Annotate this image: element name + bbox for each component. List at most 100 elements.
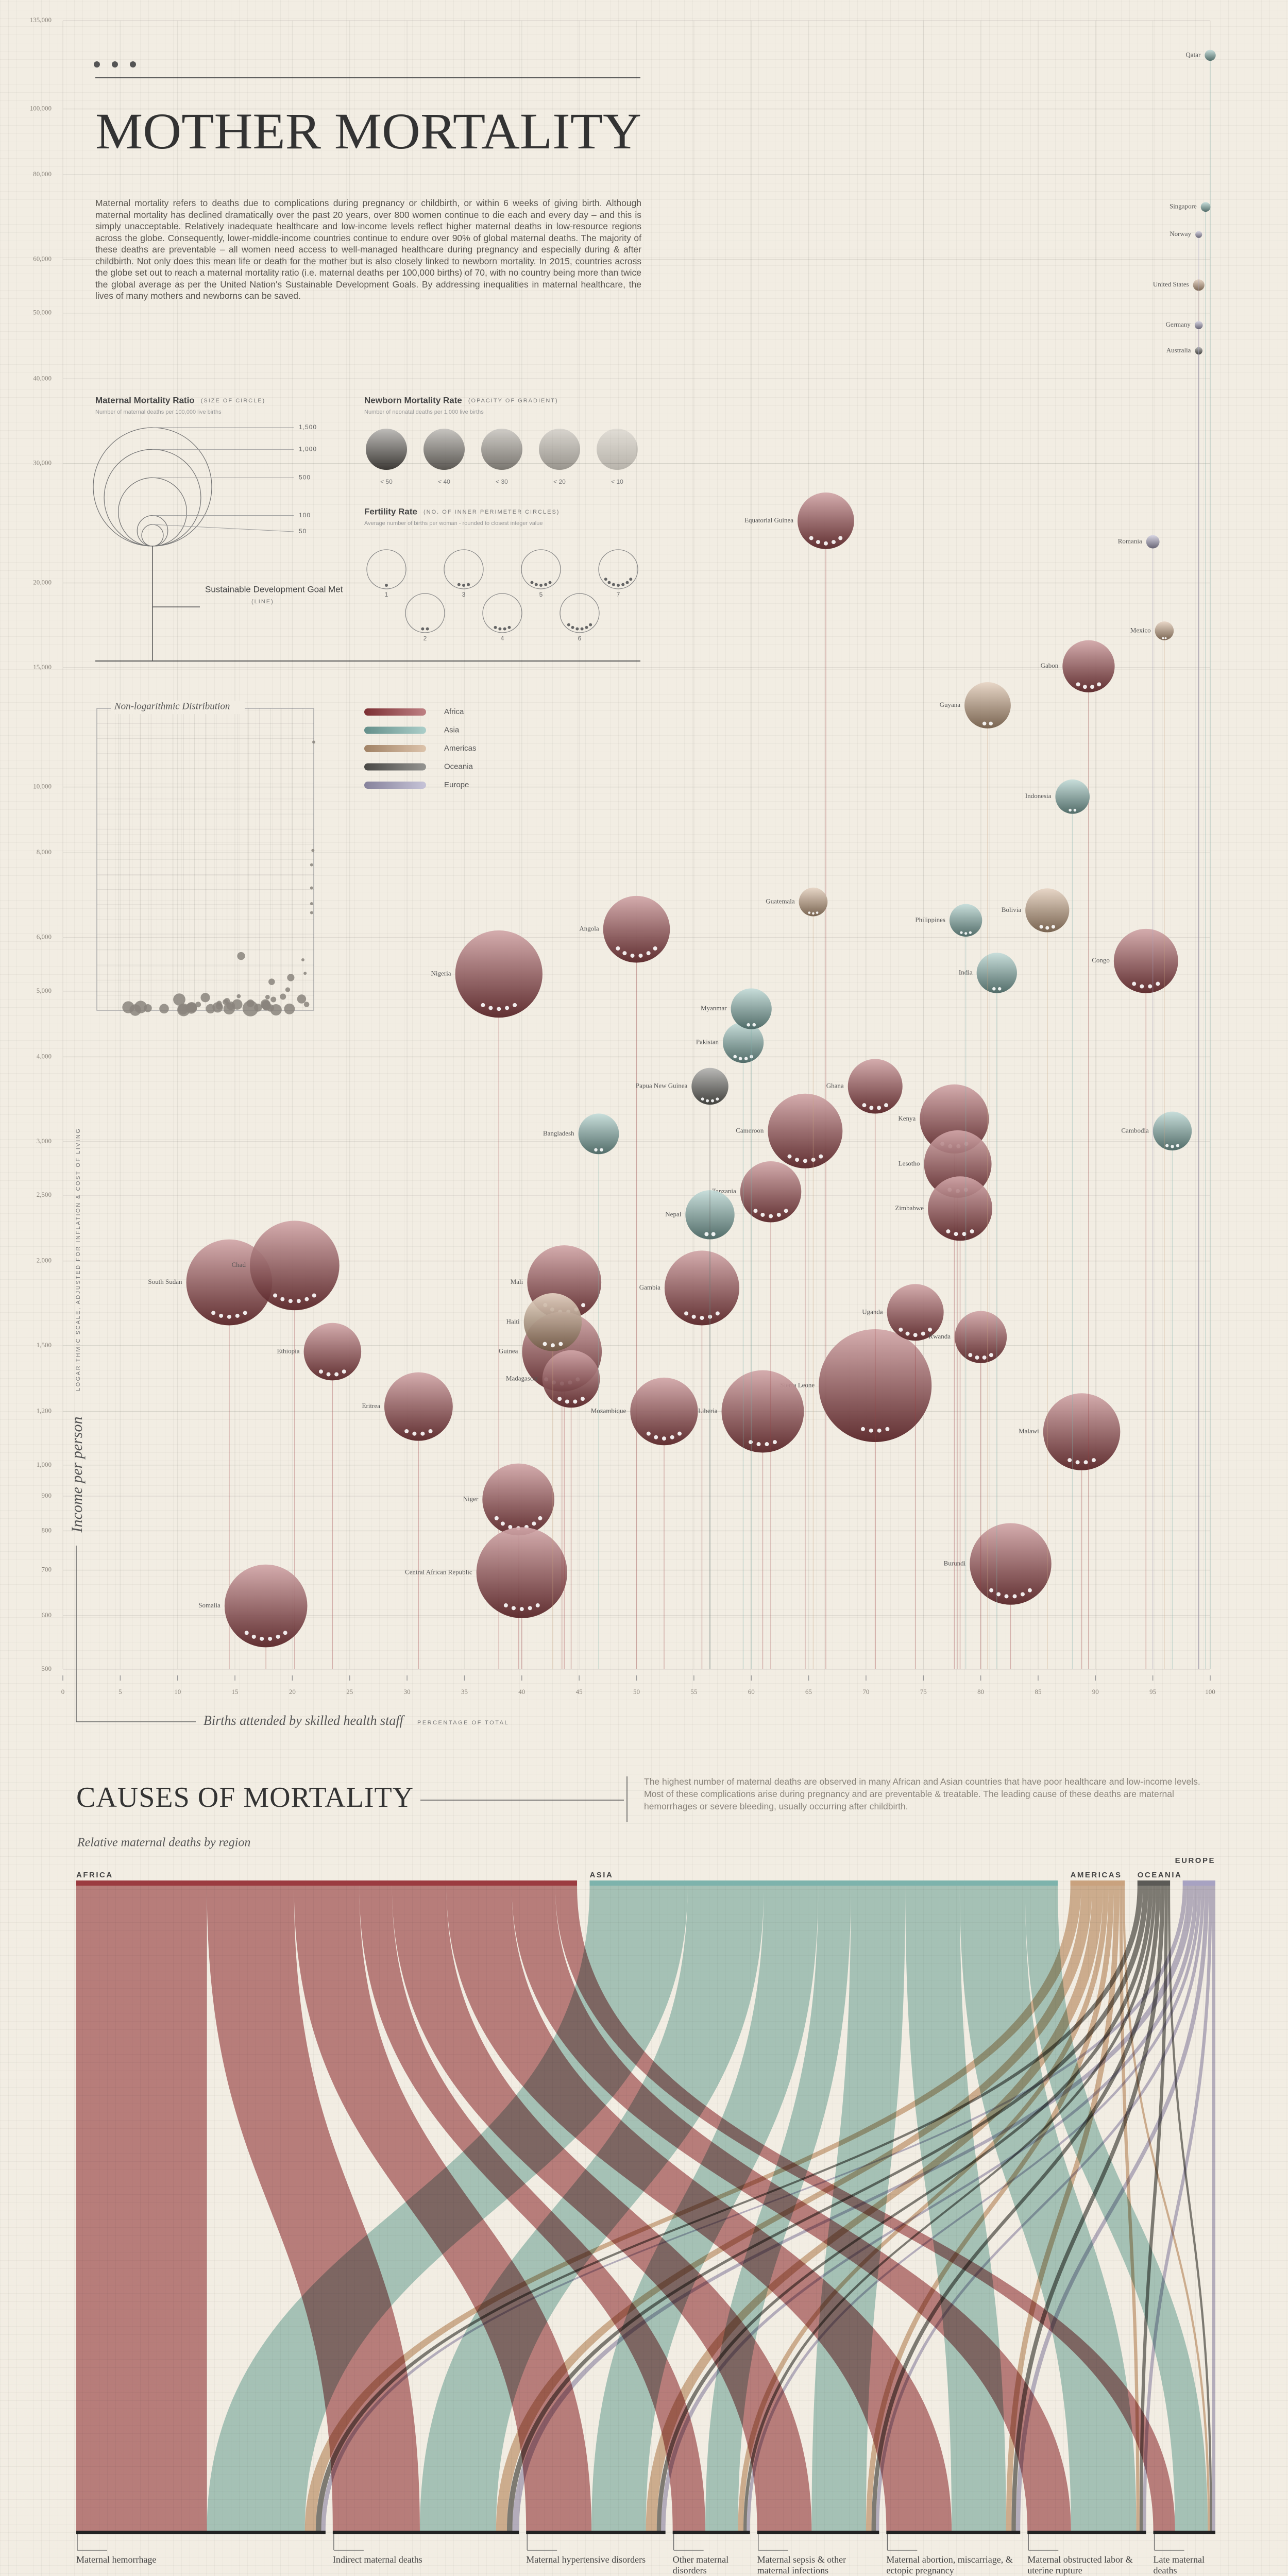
- y-tick-label: 40,000: [33, 374, 52, 382]
- bubble: [819, 1329, 932, 1442]
- x-tick-label: 10: [174, 1688, 181, 1696]
- inset-point: [159, 1004, 169, 1014]
- fertility-dot: [970, 1229, 974, 1234]
- fertility-dot: [227, 1314, 231, 1319]
- inset-point: [185, 1004, 194, 1012]
- bubble: [949, 904, 982, 937]
- bubble: [1200, 202, 1211, 212]
- x-tick-label: 50: [633, 1688, 640, 1696]
- newborn-legend-circle: [597, 429, 638, 470]
- x-axis-label: Births attended by skilled health staff: [204, 1713, 405, 1728]
- bubble: [722, 1022, 764, 1063]
- country-label: Mexico: [1130, 626, 1151, 634]
- sankey-subtitle: Relative maternal deaths by region: [77, 1836, 250, 1850]
- x-tick-label: 70: [862, 1688, 869, 1696]
- inset-point: [312, 740, 315, 744]
- fertility-dot: [580, 1397, 585, 1401]
- fertility-dot: [1083, 1460, 1088, 1465]
- bubble: [482, 1463, 554, 1536]
- y-tick-label: 6,000: [37, 933, 52, 941]
- y-tick-label: 500: [42, 1665, 52, 1672]
- fertility-dot: [982, 1355, 987, 1360]
- sdg-note: (LINE): [251, 599, 274, 605]
- inset-point: [303, 1002, 310, 1007]
- fertility-dot: [630, 953, 635, 958]
- newborn-legend-circle: [366, 429, 407, 470]
- fertility-dot: [1148, 984, 1153, 989]
- flow: [512, 1886, 1194, 2531]
- fertility-legend-label: 5: [539, 591, 543, 598]
- fertility-dot: [646, 1431, 651, 1436]
- section-title: CAUSES OF MORTALITY: [76, 1782, 414, 1814]
- x-tick-label: 25: [346, 1688, 353, 1696]
- fertility-legend-dot: [571, 625, 574, 629]
- flow: [1139, 1886, 1168, 2531]
- fertility-dot: [784, 1209, 788, 1213]
- fertility-legend-dot: [467, 583, 470, 586]
- bubble: [768, 1093, 843, 1168]
- fertility-dot: [715, 1311, 720, 1316]
- country-label: Zimbabwe: [895, 1204, 924, 1212]
- inset-point: [265, 995, 270, 999]
- fertility-dot: [750, 1055, 753, 1059]
- fertility-dot: [500, 1521, 505, 1526]
- bubble: [799, 887, 828, 917]
- bubble: [964, 682, 1011, 728]
- fertility-dot: [803, 1159, 807, 1163]
- size-legend-circle: [137, 515, 168, 547]
- fertility-dot: [838, 536, 843, 540]
- flow: [496, 1886, 1092, 2531]
- fertility-legend-dot: [607, 581, 611, 584]
- fertility-dot: [505, 1006, 510, 1010]
- legend-title: Newborn Mortality Rate: [364, 395, 462, 405]
- fertility-dot: [1012, 1594, 1017, 1599]
- fertility-legend-dot: [539, 584, 543, 587]
- fertility-dot: [1027, 1588, 1032, 1592]
- size-legend-label: 100: [299, 512, 311, 519]
- flow: [321, 1886, 1188, 2531]
- inset-point: [268, 978, 275, 985]
- country-label: Rwanda: [928, 1332, 951, 1340]
- fertility-dot: [662, 1436, 666, 1441]
- fertility-dot: [1004, 1594, 1009, 1599]
- fertility-dot: [334, 1372, 339, 1377]
- source-bar: [1070, 1880, 1125, 1886]
- fertility-dot: [808, 911, 811, 914]
- fertility-dot: [268, 1636, 273, 1641]
- fertility-legend-dot: [530, 581, 534, 584]
- country-label: Papua New Guinea: [636, 1081, 688, 1089]
- fertility-dot: [1165, 1144, 1169, 1147]
- inset-point: [284, 1003, 295, 1014]
- legend-note: (SIZE OF CIRCLE): [201, 398, 266, 404]
- fertility-dot: [704, 1232, 709, 1236]
- fertility-dot: [1051, 925, 1056, 929]
- bubble: [798, 492, 854, 549]
- fertility-dot: [954, 1232, 958, 1236]
- y-tick-label: 20,000: [33, 578, 52, 586]
- fertility-dot: [928, 1327, 933, 1332]
- legend-swatch: [364, 708, 426, 716]
- flow: [1011, 1886, 1165, 2531]
- x-tick-label: 80: [977, 1688, 984, 1696]
- fertility-dot: [862, 1103, 867, 1108]
- country-label: Philippines: [915, 916, 945, 923]
- flow: [905, 1886, 1006, 2531]
- fertility-legend-dot: [426, 627, 429, 631]
- inset-point: [236, 994, 241, 998]
- y-tick-label: 60,000: [33, 255, 52, 263]
- country-label: Romania: [1118, 537, 1142, 545]
- newborn-legend-label: < 30: [496, 478, 508, 485]
- country-label: Central African Republic: [405, 1568, 472, 1576]
- inset-point: [287, 974, 295, 981]
- fertility-legend-dot: [534, 583, 538, 586]
- fertility-dot: [1082, 685, 1087, 689]
- fertility-legend-label: 1: [385, 591, 388, 598]
- y-tick-label: 4,000: [37, 1052, 52, 1060]
- size-legend-circle: [141, 524, 164, 547]
- fertility-legend-circle: [598, 549, 638, 589]
- country-label: Equatorial Guinea: [744, 516, 793, 524]
- fertility-dot: [600, 1148, 603, 1152]
- flow: [506, 1886, 1148, 2531]
- fertility-dot: [884, 1103, 888, 1108]
